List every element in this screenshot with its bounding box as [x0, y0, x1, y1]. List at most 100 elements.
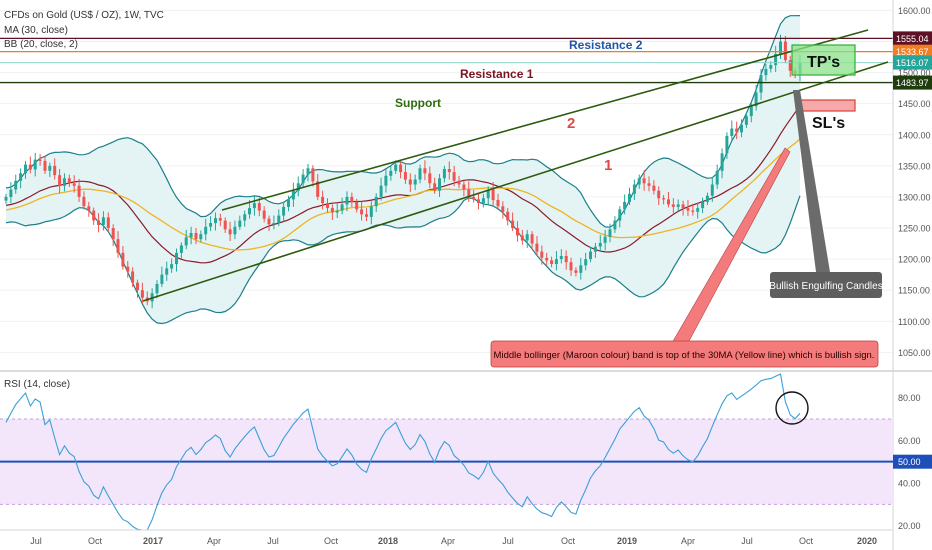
rsi-tick-label: 80.00 [898, 393, 921, 403]
rsi-line [5, 373, 801, 531]
candle-body [447, 169, 451, 173]
candle-body [282, 206, 286, 216]
candle-body [725, 136, 729, 154]
candle-body [608, 229, 612, 237]
candle-body [43, 160, 47, 171]
resistance-1-label: Resistance 1 [460, 67, 534, 81]
bollinger-band-fill [6, 15, 800, 324]
stop-loss-label: SL's [812, 115, 845, 132]
candle-body [111, 228, 115, 240]
candle-body [496, 200, 500, 207]
candle-body [262, 210, 266, 219]
candle-body [681, 204, 685, 209]
trend-line-resistance-2[interactable] [221, 29, 869, 211]
price-tick-label: 1050.00 [898, 348, 931, 358]
take-profit-box[interactable] [791, 44, 856, 76]
candle-body [287, 199, 290, 207]
candle-body [24, 164, 27, 174]
rsi-mid-label-text: 50.00 [898, 457, 921, 467]
candle-body [326, 203, 329, 209]
candle-body [433, 183, 437, 191]
candle-body [623, 201, 627, 210]
candle-body [696, 208, 700, 212]
candle-body [438, 178, 441, 191]
price-tick-label: 1350.00 [898, 161, 931, 171]
rsi-axis[interactable]: 20.00 40.00 60.00 80.00 [898, 393, 921, 531]
candle-body [749, 106, 753, 117]
candle-body [637, 178, 641, 185]
stop-loss-box[interactable] [799, 99, 856, 112]
candle-body [311, 168, 315, 182]
trend-line-support-1[interactable] [142, 61, 889, 302]
candle-body [360, 209, 364, 215]
candle-body [550, 260, 554, 264]
candle-body [618, 209, 622, 221]
price-label-text: 1483.97 [896, 78, 929, 88]
candle-body [667, 199, 670, 205]
candle-body [774, 53, 778, 66]
time-tick-label: Oct [799, 536, 814, 546]
candle-body [389, 170, 393, 176]
candle-body [87, 206, 91, 211]
candle-body [14, 180, 18, 190]
bollinger-middle-band [5, 105, 801, 264]
candle-body [126, 266, 130, 272]
rsi-highlight-circle [775, 391, 809, 425]
candle-body [306, 168, 310, 175]
time-tick-label: Apr [441, 536, 455, 546]
candle-body [365, 214, 368, 217]
candle-body [121, 252, 125, 267]
candle-body [569, 262, 573, 271]
candle-body [301, 174, 305, 184]
price-tick-label: 1300.00 [898, 192, 931, 202]
candle-body [179, 245, 183, 253]
price-tick-label: 1600.00 [898, 6, 931, 16]
time-tick-label: Jul [267, 536, 279, 546]
candle-body [574, 270, 578, 273]
time-tick-label: Oct [88, 536, 103, 546]
candle-body [740, 124, 743, 133]
candle-body [209, 223, 213, 227]
candle-body [204, 226, 208, 235]
ma-indicator-label: MA (30, close) [4, 25, 68, 36]
candle-body [257, 203, 261, 211]
candle-body [691, 210, 695, 212]
candle-body [754, 92, 758, 107]
price-tick-label: 1200.00 [898, 255, 931, 265]
candle-body [175, 252, 178, 265]
candle-body [554, 259, 558, 265]
rsi-title: RSI (14, close) [4, 379, 70, 390]
time-axis[interactable]: Jul Oct 2017 Apr Jul Oct 2018 Apr Jul Oct 2019 Apr J… [30, 536, 877, 546]
candle-body [535, 243, 539, 252]
price-tick-label: 1400.00 [898, 130, 931, 140]
candle-body [452, 172, 456, 181]
candle-body [462, 184, 466, 190]
candle-body [248, 208, 251, 215]
candle-body [184, 237, 188, 246]
candle-body [48, 165, 52, 171]
candle-body [252, 203, 256, 209]
candle-body [379, 185, 383, 197]
candle-body [613, 220, 617, 230]
candle-body [330, 208, 334, 213]
candle-body [223, 220, 227, 230]
candle-body [647, 183, 651, 186]
time-tick-label: Apr [681, 536, 695, 546]
candle-body [593, 246, 597, 252]
rsi-mid-label-box [893, 454, 932, 469]
bollinger-lower-band [5, 195, 801, 325]
candle-body [62, 178, 66, 186]
candle-body [160, 274, 164, 284]
candle-body [67, 178, 71, 184]
candle-body [19, 173, 23, 181]
candle-body [525, 234, 529, 241]
candle-body [652, 185, 656, 191]
candle-body [218, 218, 222, 221]
price-tick-label: 1150.00 [898, 286, 930, 296]
candle-body [4, 196, 8, 201]
candle-body [194, 233, 198, 240]
time-tick-label: Oct [561, 536, 576, 546]
candle-body [214, 218, 217, 224]
candle-body [559, 256, 563, 260]
